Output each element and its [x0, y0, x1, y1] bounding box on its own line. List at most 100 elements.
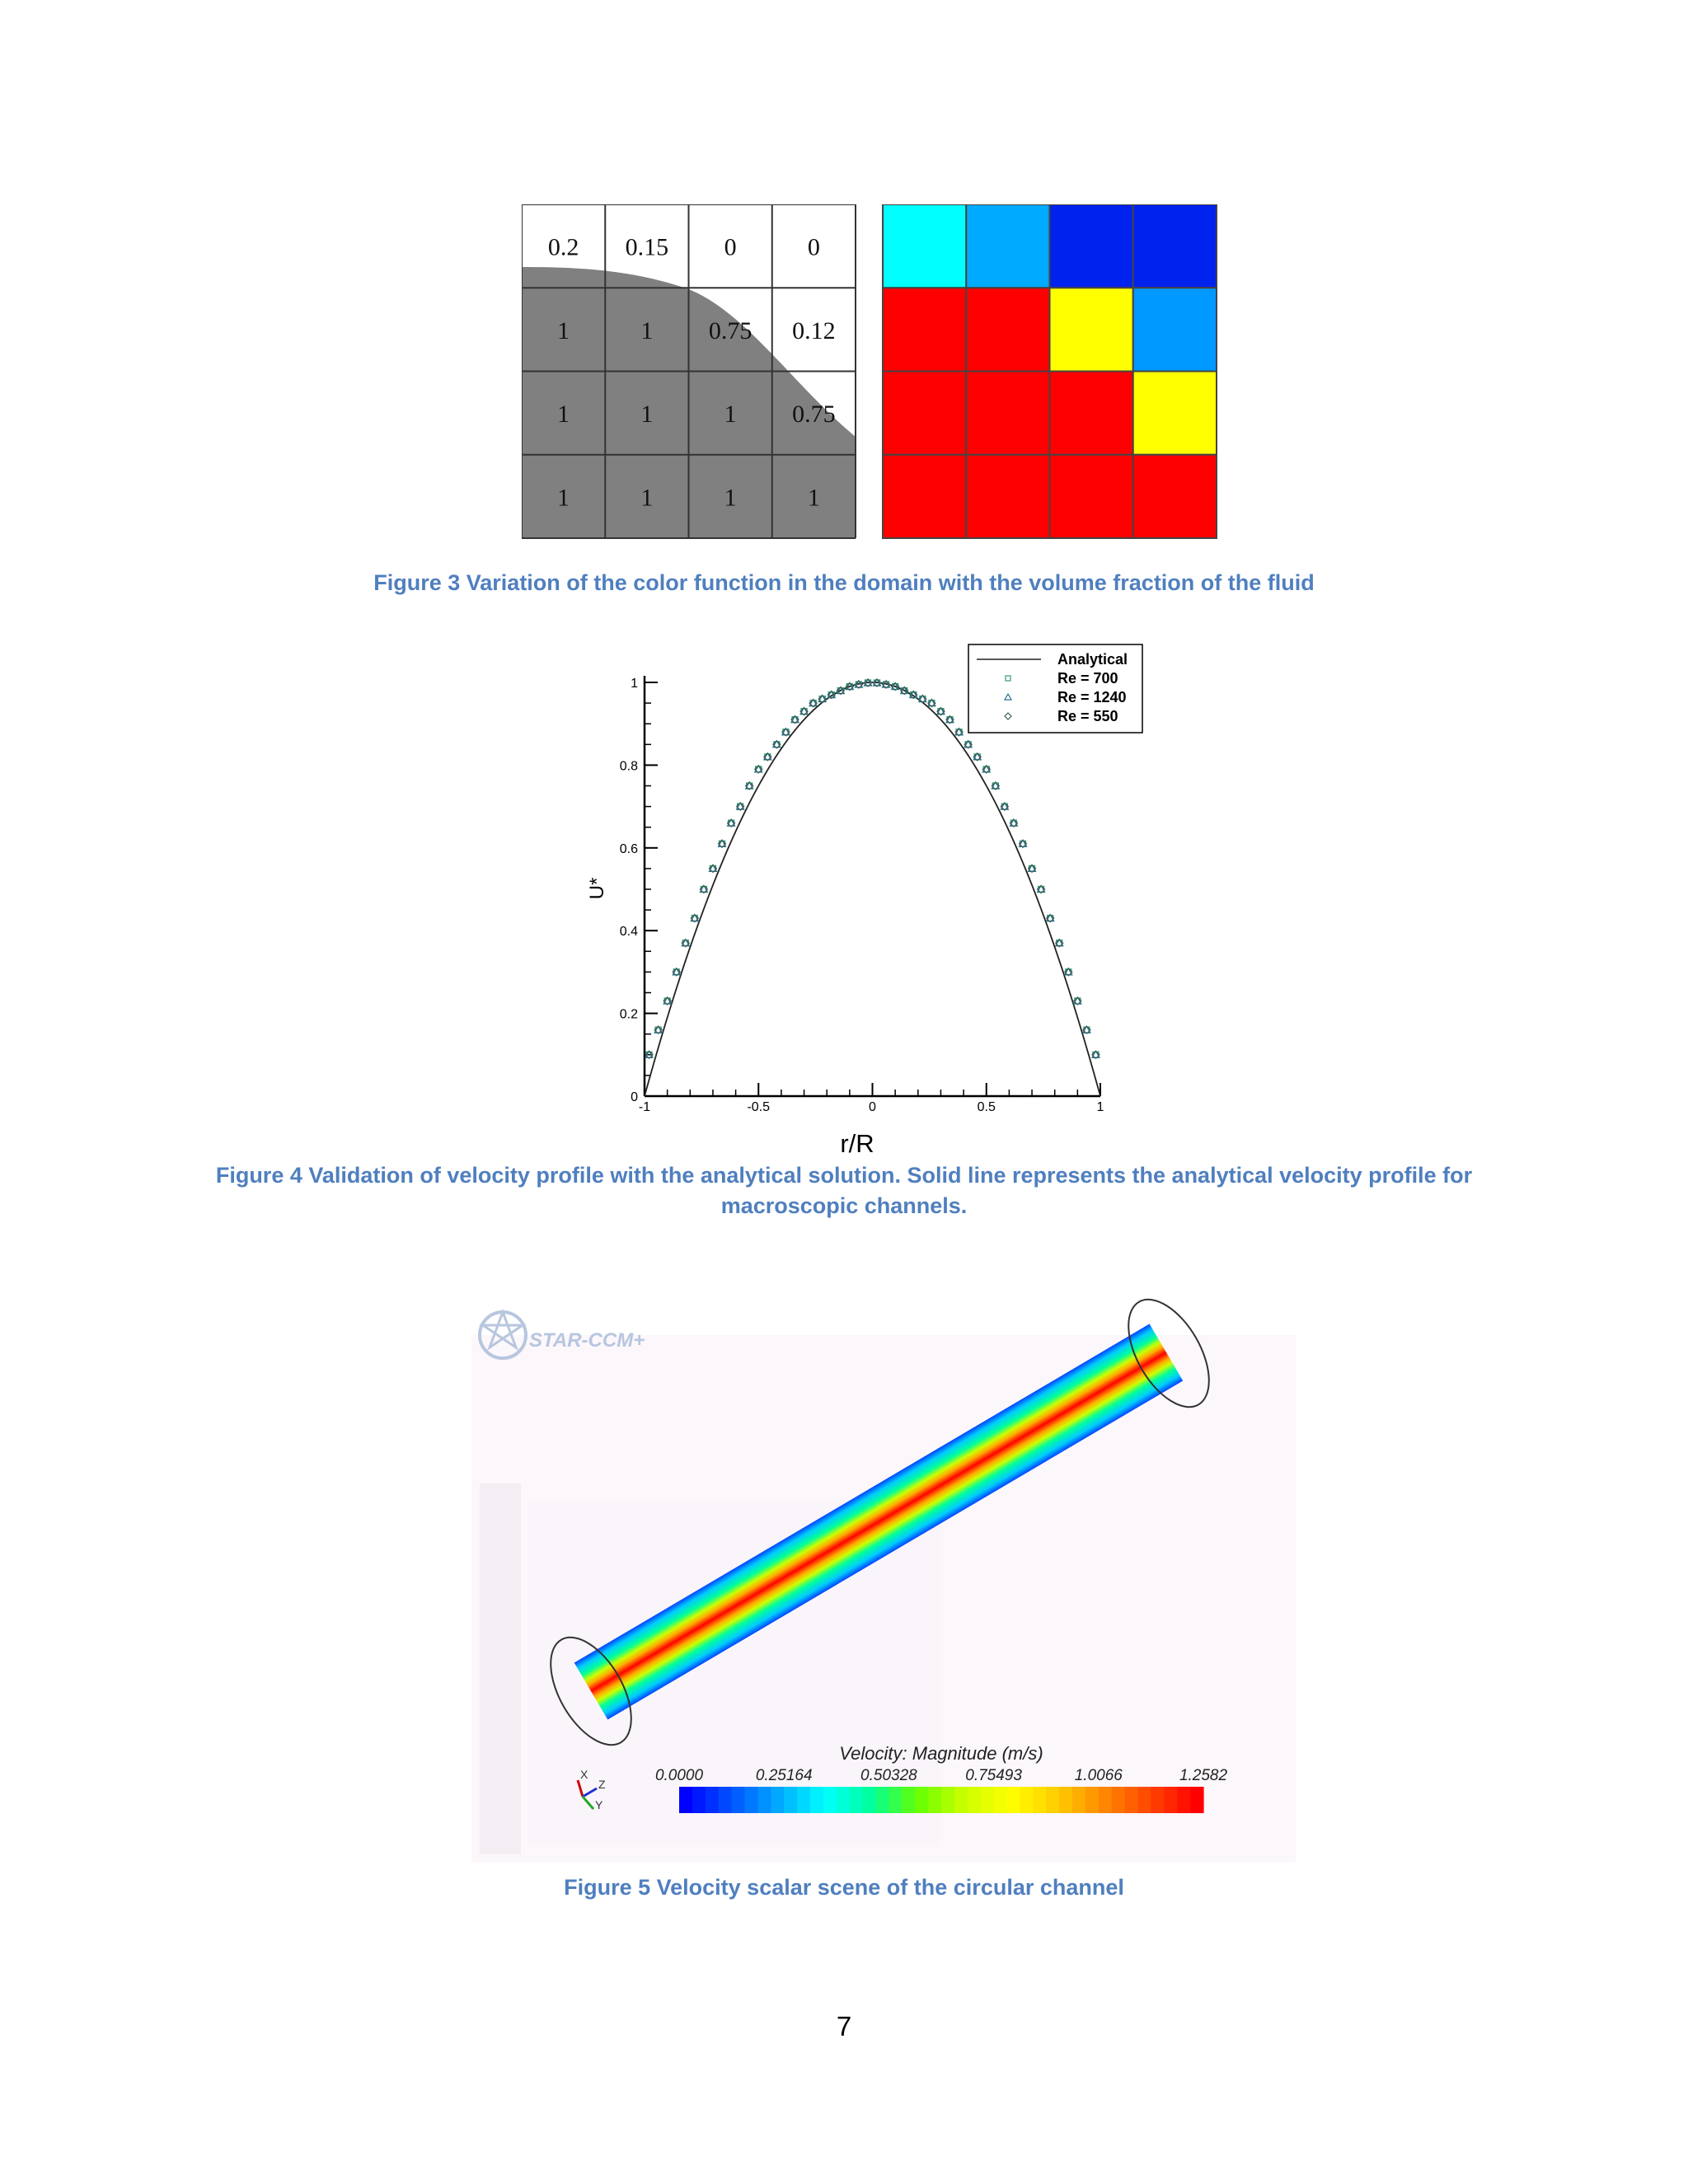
marker-re-550: [991, 781, 1001, 790]
colorbar-segment: [980, 1787, 995, 1813]
marker-re-1240: [827, 690, 837, 699]
marker-re-550: [936, 706, 945, 716]
color-cell: [882, 287, 968, 373]
legend-marker-square: [1005, 675, 1011, 682]
grid-value-cell: 1: [557, 317, 570, 344]
grid-value-cell: 1: [724, 484, 737, 511]
colorbar-segment: [771, 1787, 785, 1813]
marker-re-550: [744, 781, 754, 790]
marker-re-550: [762, 752, 772, 762]
colorbar-segment: [1072, 1787, 1086, 1813]
marker-re-1240: [663, 996, 673, 1005]
marker-re-550: [836, 686, 846, 696]
grid-value-cell: 1: [640, 317, 653, 344]
marker-re-1240: [645, 1050, 654, 1058]
marker-re-1240: [708, 864, 718, 872]
marker-re-550: [699, 884, 709, 894]
marker-re-1240: [872, 677, 882, 687]
marker-re-550: [845, 682, 855, 691]
legend-label: Re = 550: [1057, 708, 1118, 724]
colorbar-segment: [889, 1787, 903, 1813]
marker-re-550: [1063, 968, 1073, 977]
colorbar-segment: [731, 1787, 746, 1813]
y-tick-label: 0.8: [620, 759, 638, 773]
colorbar-segment: [823, 1787, 837, 1813]
colorbar-segment: [1124, 1787, 1139, 1813]
grid-value-cell: 1: [808, 484, 820, 511]
marker-re-1240: [973, 752, 982, 761]
marker-re-1240: [799, 706, 809, 715]
colorbar-segment: [1059, 1787, 1073, 1813]
marker-re-1240: [899, 686, 909, 695]
marker-re-1240: [845, 682, 855, 691]
marker-re-550: [809, 698, 818, 708]
page-number: 7: [836, 2011, 852, 2041]
marker-re-1240: [672, 967, 682, 976]
colorbar-segment: [797, 1787, 811, 1813]
marker-re-550: [927, 698, 936, 708]
colorbar-segment: [941, 1787, 955, 1813]
marker-re-550: [645, 1050, 654, 1060]
colorbar-segment: [757, 1787, 771, 1813]
colorbar-segment: [784, 1787, 798, 1813]
y-tick-label: 0: [631, 1090, 638, 1104]
grid-value-cell: 0.75: [709, 317, 753, 344]
marker-re-1240: [1063, 967, 1073, 976]
marker-re-1240: [1027, 864, 1037, 872]
colorbar-segment: [1151, 1787, 1165, 1813]
marker-re-550: [945, 715, 954, 724]
marker-re-550: [954, 727, 964, 737]
colorbar-segment: [1177, 1787, 1191, 1813]
figure-4-chart: -1 -0.5 0 0.5 1 0 0.2 0.4 0.6 0.8 1 Analytical Re =…: [586, 644, 1143, 1158]
colorbar-tick-label: 0.75493: [965, 1767, 1022, 1784]
colorbar-segment: [1164, 1787, 1178, 1813]
marker-re-550: [854, 680, 864, 689]
colorbar-segment: [679, 1787, 693, 1813]
marker-re-550: [818, 694, 828, 704]
marker-re-1240: [1081, 1024, 1091, 1033]
marker-re-550: [772, 739, 781, 749]
colorbar-segment: [1098, 1787, 1113, 1813]
marker-re-550: [1000, 802, 1010, 811]
color-cell: [1132, 204, 1217, 289]
pipe-outlet-outline: [1128, 1298, 1210, 1408]
color-cell: [1132, 453, 1217, 539]
marker-re-1240: [1018, 839, 1028, 847]
colorbar-tick-label: 1.2582: [1179, 1767, 1228, 1784]
grid-value-cell: 1: [640, 401, 653, 428]
colorbar-segment: [1111, 1787, 1126, 1813]
marker-re-1240: [681, 938, 691, 947]
colorbar-segment: [836, 1787, 851, 1813]
marker-re-1240: [1054, 938, 1064, 947]
figure-5-image: STAR-CCM+ Velocity: Magnitude (m/s) 0.00…: [471, 1298, 1296, 1863]
marker-re-550: [1073, 996, 1082, 1005]
marker-re-550: [672, 968, 682, 977]
x-tick-label: -1: [639, 1100, 650, 1114]
x-tick-label: 1: [1097, 1100, 1104, 1114]
marker-re-1240: [964, 739, 973, 748]
marker-re-550: [1036, 884, 1046, 894]
marker-re-550: [717, 839, 727, 849]
marker-re-1240: [1090, 1050, 1100, 1058]
marker-re-1240: [717, 839, 727, 847]
color-cell: [1048, 287, 1134, 373]
color-cell: [1132, 287, 1217, 373]
color-cell: [965, 204, 1051, 289]
figure-4-caption-line-1: Figure 4 Validation of velocity profile …: [215, 1163, 1473, 1188]
axis-triad: X Z Y: [576, 1768, 606, 1811]
marker-re-1240: [935, 706, 945, 715]
x-tick-label: 0.5: [978, 1100, 996, 1114]
axis-z-label: Z: [598, 1778, 606, 1791]
color-cell: [1132, 370, 1217, 456]
marker-re-1240: [890, 682, 900, 691]
color-cell: [965, 453, 1051, 539]
grid-value-cell: 1: [557, 484, 570, 511]
marker-re-1240: [790, 715, 800, 724]
marker-re-1240: [1036, 884, 1046, 893]
marker-re-550: [690, 913, 700, 923]
marker-re-550: [681, 938, 691, 948]
legend-label: Re = 700: [1057, 670, 1118, 687]
x-axis-label: r/R: [840, 1129, 874, 1158]
marker-re-550: [890, 682, 900, 691]
colorbar-segment: [993, 1787, 1008, 1813]
